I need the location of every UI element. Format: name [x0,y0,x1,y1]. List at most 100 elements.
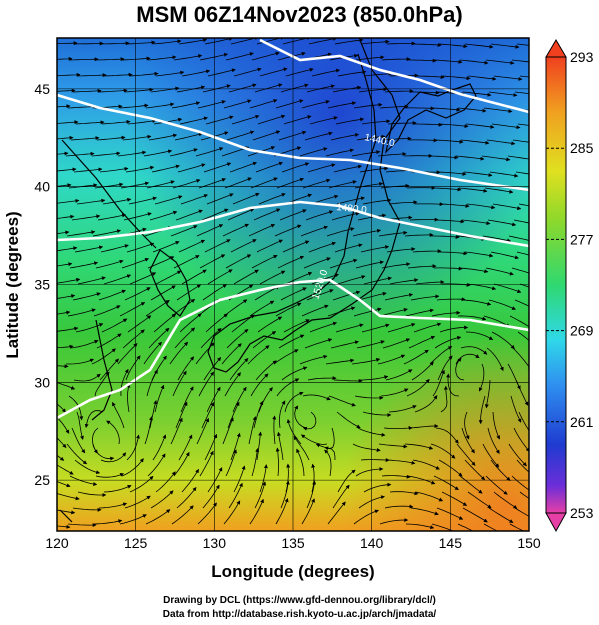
streamline [510,395,522,423]
streamline [233,269,259,285]
streamline [175,401,188,429]
streamline [178,38,208,45]
y-tick-label: 25 [34,472,50,488]
streamline [273,349,299,365]
streamline [280,480,290,509]
streamline [355,467,384,477]
streamline [333,164,363,173]
streamline [327,101,357,109]
streamline [257,316,283,333]
streamline [57,198,80,204]
streamline [485,267,514,276]
streamline [519,283,529,288]
streamline [125,355,141,381]
streamline [405,308,434,317]
streamline [252,331,277,349]
streamline [299,147,328,157]
x-axis-label: Longitude (degrees) [211,562,374,581]
streamline [384,89,414,94]
streamline [457,107,487,113]
streamline [281,162,310,173]
streamline [202,484,220,509]
streamline [329,258,358,269]
streamline [438,459,463,477]
streamline [248,224,276,237]
streamline [143,341,162,365]
streamline [223,500,241,525]
streamline [97,213,127,221]
streamline [199,450,214,477]
streamline [278,334,305,349]
streamline [99,358,119,381]
streamline [337,275,366,285]
streamline [206,386,221,413]
lat-lon-grid [56,38,530,531]
streamline [96,135,126,141]
streamline [174,132,203,141]
colorbar-tick-label: 277 [570,231,594,247]
streamline [95,259,124,269]
streamline [429,346,453,365]
streamline [67,523,97,528]
streamline [74,459,101,475]
streamline [207,269,233,285]
streamline [519,491,529,499]
streamline [129,71,159,77]
streamline [126,434,140,461]
streamline [57,135,74,140]
streamline [378,230,408,237]
credit-drawing: Drawing by DCL (https://www.gfd-dennou.o… [163,595,436,606]
streamline [384,293,414,301]
streamline [223,299,248,317]
streamline [281,366,308,381]
streamline [100,41,130,46]
x-tick-label: 135 [281,535,305,551]
streamline [456,443,476,466]
streamline [179,313,202,333]
streamline [173,54,203,61]
streamline [464,251,494,258]
streamline [410,294,440,301]
streamline [304,131,333,141]
streamline [334,38,364,45]
streamline [151,164,180,173]
streamline [356,134,386,141]
streamline [67,308,96,317]
streamline [98,88,128,93]
streamline [455,357,465,381]
streamline [148,133,178,141]
streamline [386,247,416,253]
streamline [280,287,307,301]
streamline [325,148,354,157]
streamline [255,360,277,381]
streamline [324,449,332,477]
colorbar-tick-label: 293 [570,49,594,65]
streamline [169,341,189,365]
streamline [173,451,190,477]
streamline [145,300,170,317]
colorbar-top-triangle [545,39,567,58]
streamline [176,284,202,301]
streamline [403,349,429,365]
streamline [513,427,529,452]
streamline [301,304,329,317]
streamline [467,75,497,81]
streamline [482,235,512,243]
streamline [461,219,491,226]
streamline [229,358,249,381]
y-tick-label: 40 [34,179,50,195]
streamline [176,85,206,93]
streamline [408,138,438,143]
streamline [198,371,214,397]
streamline [410,507,439,516]
streamline [232,386,247,413]
streamline [57,262,73,267]
streamline [405,106,435,111]
wind-streamlines [57,38,529,531]
streamline [252,130,281,141]
x-tick-labels: 120 125 130 135 140 145 150 [45,535,541,551]
streamline [171,505,194,525]
streamline [507,155,529,160]
streamline [231,114,260,125]
streamline [487,219,517,227]
